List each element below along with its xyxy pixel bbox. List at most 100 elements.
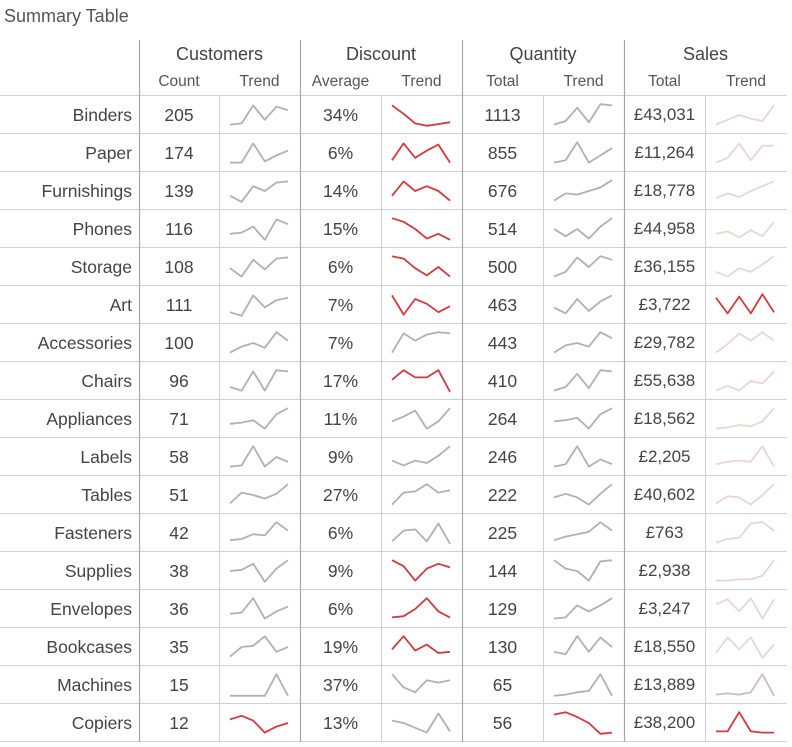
quantity-total: 514 xyxy=(487,218,518,239)
quantity-trend-sparkline xyxy=(553,559,613,582)
customers-trend-sparkline-line xyxy=(229,714,289,734)
discount-average: 27% xyxy=(322,484,359,505)
quantity-trend-sparkline xyxy=(553,483,613,506)
discount-trend-sparkline xyxy=(391,104,451,127)
discount-trend-sparkline-line xyxy=(391,217,451,241)
sales-total: £29,782 xyxy=(633,333,696,352)
quantity-trend-sparkline-line xyxy=(553,294,613,315)
quantity-trend-sparkline xyxy=(553,141,613,164)
row-label-supplies: Supplies xyxy=(64,560,132,581)
customers-trend-sparkline xyxy=(229,331,289,354)
customers-count: 100 xyxy=(164,332,194,353)
discount-average: 17% xyxy=(322,370,359,391)
quantity-trend-sparkline-line xyxy=(553,483,613,506)
customers-trend-sparkline xyxy=(229,445,289,468)
customers-trend-sparkline-line xyxy=(229,294,289,317)
customers-trend-sparkline-line xyxy=(229,407,289,430)
quantity-trend-sparkline xyxy=(553,635,613,656)
customers-trend-sparkline xyxy=(229,559,289,583)
discount-trend-sparkline-line xyxy=(391,142,451,164)
column-group-header: Sales xyxy=(682,43,729,64)
quantity-trend-sparkline-line xyxy=(553,369,613,392)
customers-count: 174 xyxy=(164,142,194,163)
discount-trend-sparkline xyxy=(391,597,451,619)
customers-count: 42 xyxy=(169,522,189,543)
quantity-total: 500 xyxy=(487,256,518,277)
discount-trend-sparkline xyxy=(391,142,451,164)
discount-average: 6% xyxy=(327,142,354,163)
row-label-art: Art xyxy=(109,294,132,315)
discount-average: 37% xyxy=(322,674,359,695)
sales-trend-sparkline-line xyxy=(715,255,775,278)
column-subheader: Total xyxy=(648,72,681,90)
sales-trend-sparkline xyxy=(715,407,775,430)
sales-trend-sparkline xyxy=(715,331,775,354)
discount-trend-sparkline xyxy=(391,217,451,241)
sales-total: £40,602 xyxy=(633,485,696,504)
customers-trend-sparkline-line xyxy=(229,483,289,505)
discount-average: 34% xyxy=(322,104,359,125)
discount-trend-sparkline xyxy=(391,712,451,734)
sales-trend-sparkline xyxy=(715,255,775,278)
discount-trend-sparkline-line xyxy=(391,597,451,619)
sales-trend-sparkline-line xyxy=(715,104,775,126)
customers-trend-sparkline-line xyxy=(230,142,289,164)
customers-trend-sparkline xyxy=(229,104,289,126)
quantity-trend-sparkline-line xyxy=(553,179,613,202)
discount-trend-sparkline xyxy=(391,294,451,316)
sales-trend-sparkline xyxy=(715,636,775,659)
row-label-machines: Machines xyxy=(57,674,132,695)
discount-average: 13% xyxy=(322,712,359,733)
discount-trend-sparkline-line xyxy=(391,712,451,734)
customers-trend-sparkline xyxy=(230,673,289,697)
quantity-total: 56 xyxy=(492,712,513,733)
customers-count: 38 xyxy=(169,560,189,581)
sales-total: £55,638 xyxy=(633,371,696,390)
sales-trend-sparkline xyxy=(715,142,774,164)
customers-count: 15 xyxy=(169,674,189,695)
sales-trend-sparkline xyxy=(715,221,775,239)
column-subheader: Trend xyxy=(401,72,442,90)
discount-trend-sparkline xyxy=(391,635,451,654)
quantity-trend-sparkline-line xyxy=(553,711,613,735)
row-label-furnishings: Furnishings xyxy=(41,180,132,201)
sales-total: £2,938 xyxy=(638,561,691,580)
sales-trend-sparkline xyxy=(715,445,775,468)
discount-trend-sparkline-line xyxy=(391,104,451,127)
customers-trend-sparkline xyxy=(229,294,289,317)
discount-trend-sparkline xyxy=(391,180,451,202)
row-label-chairs: Chairs xyxy=(81,370,132,391)
column-group-header: Customers xyxy=(175,43,264,64)
quantity-total: 225 xyxy=(487,522,518,543)
discount-average: 6% xyxy=(327,598,354,619)
customers-count: 108 xyxy=(164,256,194,277)
row-label-bookcases: Bookcases xyxy=(46,636,132,657)
quantity-trend-sparkline-line xyxy=(553,521,613,542)
quantity-total: 222 xyxy=(487,484,518,505)
discount-trend-sparkline-line xyxy=(391,673,451,694)
sales-total: £18,778 xyxy=(633,181,696,200)
customers-trend-sparkline xyxy=(229,597,289,620)
discount-trend-sparkline-line xyxy=(391,294,451,316)
discount-trend-sparkline xyxy=(391,483,451,506)
quantity-total: 65 xyxy=(492,674,513,695)
sales-trend-sparkline-line xyxy=(715,445,775,468)
sales-trend-sparkline xyxy=(715,293,775,315)
discount-average: 11% xyxy=(323,408,358,429)
sales-trend-sparkline-line xyxy=(715,636,775,659)
column-group-header: Quantity xyxy=(509,43,577,64)
column-subheader: Count xyxy=(158,72,200,90)
discount-trend-sparkline xyxy=(391,255,451,278)
customers-count: 205 xyxy=(164,104,194,125)
quantity-total: 246 xyxy=(487,446,518,467)
column-subheader: Trend xyxy=(726,72,766,90)
quantity-trend-sparkline-line xyxy=(553,597,613,620)
column-subheader: Average xyxy=(311,72,370,90)
row-label-labels: Labels xyxy=(80,446,132,467)
customers-count: 71 xyxy=(169,408,189,429)
sales-trend-sparkline xyxy=(715,370,775,392)
discount-trend-sparkline-line xyxy=(391,255,451,278)
discount-average: 7% xyxy=(327,294,354,315)
sales-trend-sparkline-line xyxy=(715,180,775,200)
quantity-total: 1113 xyxy=(484,104,521,125)
